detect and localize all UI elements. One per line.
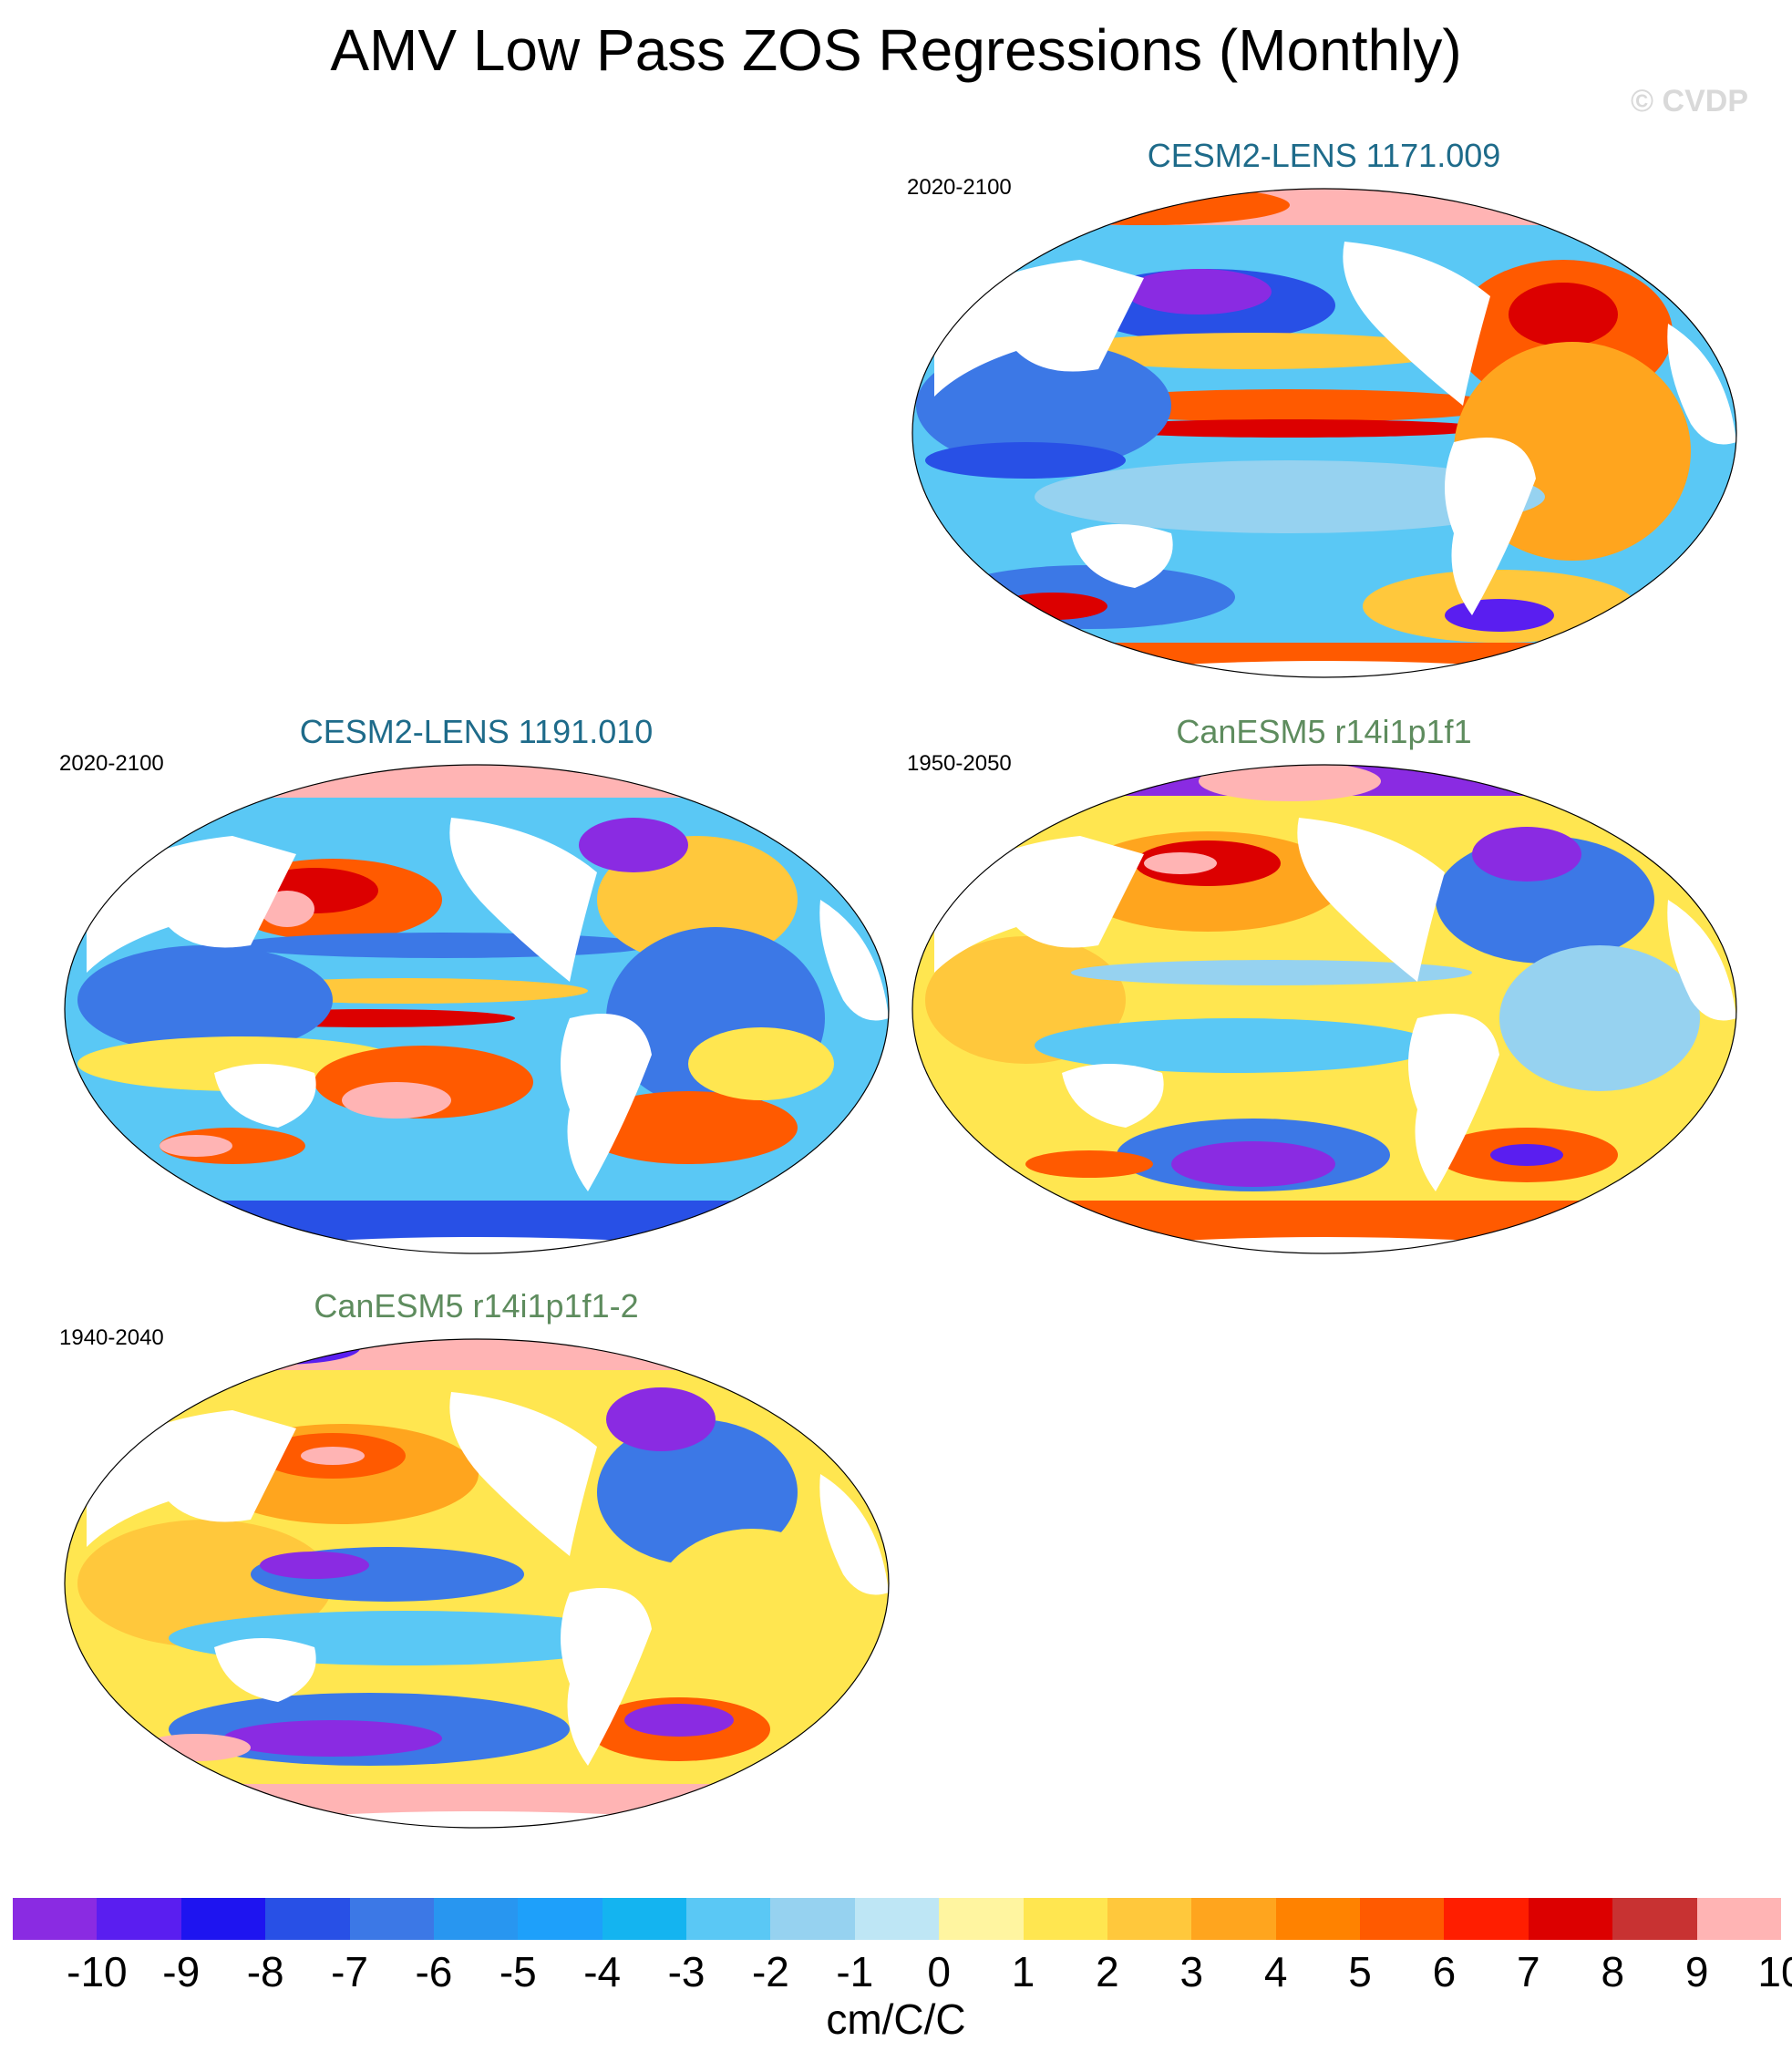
panel-period: 1950-2050 — [907, 751, 1012, 776]
colorbar-box — [770, 1898, 856, 1940]
colorbar-tick-label: -6 — [415, 1948, 453, 1995]
colorbar-box — [1107, 1898, 1192, 1940]
colorbar-box — [854, 1898, 940, 1940]
colorbar-box — [1360, 1898, 1445, 1940]
panel-period: 2020-2100 — [907, 175, 1012, 200]
colorbar-box — [433, 1898, 519, 1940]
colorbar-tick-label: -8 — [246, 1948, 284, 1995]
panel-period: 2020-2100 — [59, 751, 164, 776]
colorbar-tick-label: 8 — [1601, 1948, 1625, 1995]
colorbar-tick-label: -1 — [836, 1948, 874, 1995]
robinson-map — [911, 188, 1737, 678]
panel-title: CanESM5 r14i1p1f1-2 — [314, 1287, 639, 1325]
map-panel-cesm2-1171: CESM2-LENS 1171.009 2020-2100 — [907, 137, 1741, 684]
panel-period: 1940-2040 — [59, 1325, 164, 1350]
colorbar-tick-label: 5 — [1348, 1948, 1372, 1995]
map-panel-cesm2-1191: CESM2-LENS 1191.010 2020-2100 — [59, 713, 893, 1260]
colorbar-box — [939, 1898, 1025, 1940]
colorbar-box — [1528, 1898, 1613, 1940]
colorbar-tick-label: 7 — [1517, 1948, 1540, 1995]
colorbar-tick-label: 6 — [1432, 1948, 1457, 1995]
colorbar-tick-label: -9 — [162, 1948, 201, 1995]
colorbar-box — [180, 1898, 266, 1940]
colorbar-box — [97, 1898, 182, 1940]
colorbar-tick-label: -2 — [751, 1948, 789, 1995]
figure-title: AMV Low Pass ZOS Regressions (Monthly) — [330, 17, 1462, 83]
colorbar-units: cm/C/C — [826, 1995, 966, 2043]
panel-title: CanESM5 r14i1p1f1 — [1176, 713, 1472, 750]
copyright-watermark: © CVDP — [1631, 84, 1748, 119]
colorbar-tick-label: 1 — [1011, 1948, 1035, 1995]
colorbar-tick-label: -10 — [67, 1948, 128, 1995]
robinson-map — [64, 1338, 890, 1829]
map-panel-canesm5-r14-2: CanESM5 r14i1p1f1-2 1940-2040 — [59, 1287, 893, 1834]
colorbar-box — [1191, 1898, 1277, 1940]
colorbar-box — [265, 1898, 351, 1940]
colorbar-tick-label: -4 — [583, 1948, 622, 1995]
colorbar-box — [1696, 1898, 1782, 1940]
colorbar-tick-label: 2 — [1096, 1948, 1119, 1995]
colorbar-box — [349, 1898, 435, 1940]
colorbar-tick-label: 4 — [1263, 1948, 1288, 1995]
robinson-map — [64, 764, 890, 1254]
colorbar-box — [518, 1898, 603, 1940]
colorbar — [13, 1898, 1782, 1940]
robinson-map — [911, 764, 1737, 1254]
map-panel-canesm5-r14: CanESM5 r14i1p1f1 1950-2050 — [907, 713, 1741, 1260]
colorbar-box — [1612, 1898, 1698, 1940]
colorbar-tick-label: -5 — [499, 1948, 537, 1995]
colorbar-box — [1444, 1898, 1529, 1940]
panel-title: CESM2-LENS 1171.009 — [1147, 137, 1501, 174]
colorbar-box — [13, 1898, 98, 1940]
colorbar-tick-label: -7 — [331, 1948, 368, 1995]
colorbar-box — [686, 1898, 771, 1940]
colorbar-tick-label: 0 — [927, 1948, 951, 1995]
colorbar-tick-label: -3 — [667, 1948, 705, 1995]
colorbar-tick-label: 3 — [1179, 1948, 1204, 1995]
colorbar-box — [1023, 1898, 1108, 1940]
colorbar-box — [602, 1898, 687, 1940]
colorbar-tick-label: 9 — [1684, 1948, 1709, 1995]
colorbar-tick-label: 10 — [1757, 1948, 1792, 1995]
panel-title: CESM2-LENS 1191.010 — [299, 713, 654, 750]
colorbar-box — [1275, 1898, 1361, 1940]
